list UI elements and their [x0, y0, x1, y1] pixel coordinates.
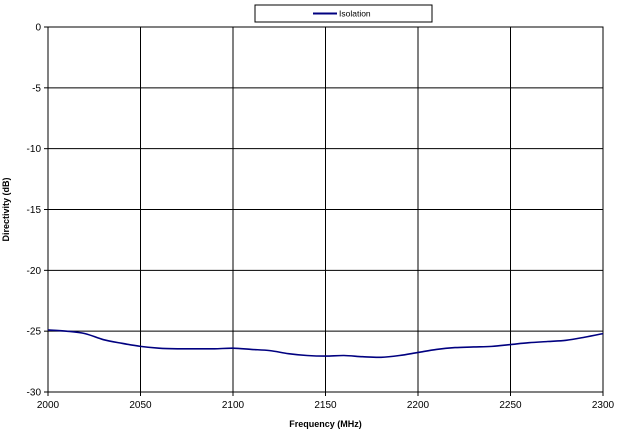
- x-tick-label: 2200: [407, 400, 430, 411]
- x-tick-label: 2150: [314, 400, 337, 411]
- x-tick-label: 2300: [592, 400, 615, 411]
- y-tick-label: -5: [32, 83, 41, 94]
- legend: Isolation: [254, 4, 433, 23]
- legend-label-isolation: Isolation: [339, 9, 371, 19]
- y-tick-label: -30: [27, 388, 42, 399]
- y-tick-label: -15: [27, 205, 42, 216]
- x-tick-label: 2050: [129, 400, 152, 411]
- x-tick-label: 2100: [222, 400, 245, 411]
- series-line-isolation: [47, 329, 604, 359]
- y-axis-title: Directivity (dB): [1, 177, 11, 241]
- legend-box: [254, 4, 433, 23]
- x-axis-title: Frequency (MHz): [289, 419, 362, 429]
- y-tick-label: 0: [35, 23, 41, 34]
- y-tick-label: -20: [27, 266, 42, 277]
- x-tick-label: 2000: [37, 400, 60, 411]
- y-tick-label: -25: [27, 327, 42, 338]
- series-layer: [47, 329, 604, 359]
- y-tick-label: -10: [27, 144, 42, 155]
- x-tick-label: 2250: [499, 400, 522, 411]
- x-axis-ticks: 2000 2050 2100 2150 2200 2250 2300: [37, 392, 615, 411]
- y-axis-ticks: 0 -5 -10 -15 -20 -25 -30: [27, 23, 48, 399]
